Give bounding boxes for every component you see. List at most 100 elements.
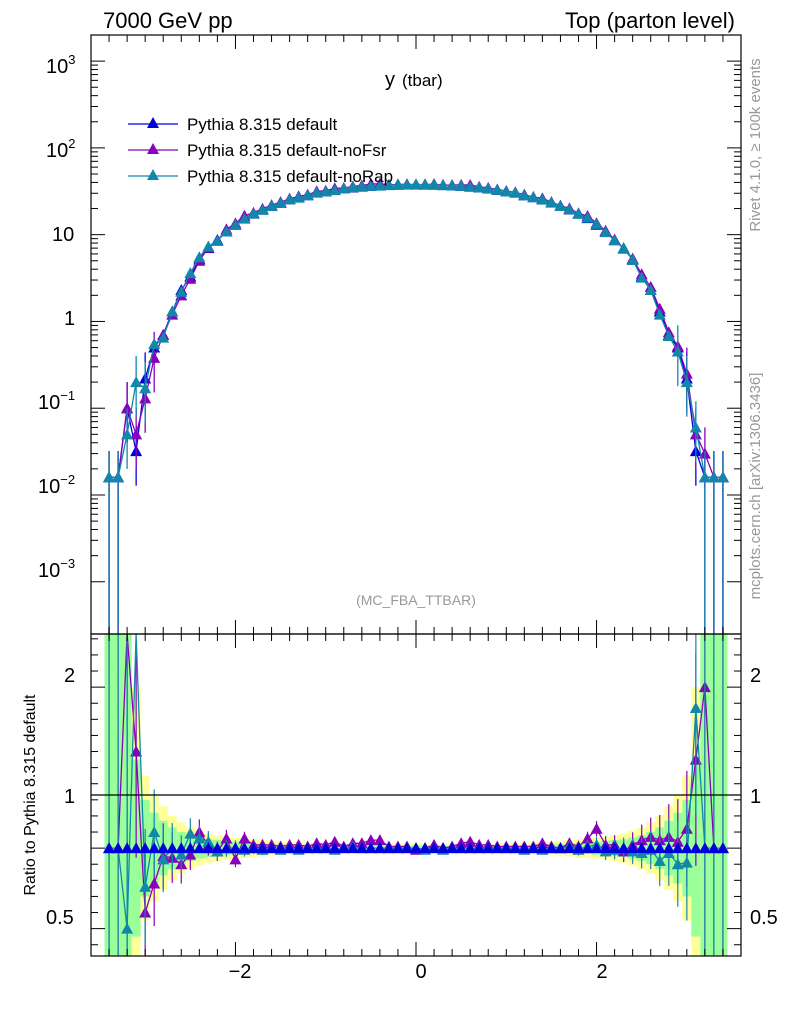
ratio-point-default xyxy=(166,842,179,854)
ratio-point-default xyxy=(572,842,585,854)
main-point-norap xyxy=(644,284,657,296)
main-point-norap xyxy=(428,178,441,190)
ratio-point-default xyxy=(491,842,504,854)
ratio-point-norap xyxy=(184,827,197,839)
ratio-line-nofsr xyxy=(109,633,723,913)
main-point-norap xyxy=(680,376,693,388)
main-point-norap xyxy=(473,181,486,193)
plot-title-suffix: (tbar) xyxy=(402,71,443,90)
ratio-point-default xyxy=(554,842,567,854)
ratio-point-default xyxy=(680,842,693,854)
ratio-point-default xyxy=(364,842,377,854)
main-point-norap xyxy=(346,181,359,193)
ratio-point-default xyxy=(157,842,170,854)
ratio-point-nofsr xyxy=(238,832,251,844)
legend-marker-nofsr xyxy=(147,143,159,154)
y-tick-label-1: 1 xyxy=(64,308,75,330)
main-point-norap xyxy=(563,203,576,215)
main-point-norap xyxy=(608,234,621,246)
ratio-point-norap xyxy=(671,858,684,870)
ratio-point-default xyxy=(437,842,450,854)
plot-title: y xyxy=(385,69,395,91)
main-series-layer xyxy=(103,177,729,634)
main-point-norap xyxy=(256,203,269,215)
ratio-point-norap xyxy=(193,832,206,844)
main-point-norap xyxy=(437,179,450,191)
main-point-norap xyxy=(464,180,477,192)
main-point-norap xyxy=(599,226,612,238)
ratio-point-default xyxy=(536,842,549,854)
source-label: mcplots.cern.ch [arXiv:1306.3436] xyxy=(747,373,764,600)
ratio-point-default xyxy=(707,842,720,854)
main-point-norap xyxy=(175,285,188,297)
y-tick-label-0.001: 10−3 xyxy=(38,556,75,582)
main-point-norap xyxy=(220,225,233,237)
ratio-point-default xyxy=(265,842,278,854)
ratio-point-default xyxy=(274,842,287,854)
ratio-point-default xyxy=(103,842,116,854)
header-left-title: 7000 GeV pp xyxy=(103,8,233,33)
ratio-point-default xyxy=(292,842,305,854)
legend-label-default: Pythia 8.315 default xyxy=(187,115,338,134)
ratio-point-default xyxy=(410,842,422,854)
main-point-norap xyxy=(518,189,531,201)
ratio-point-default xyxy=(455,842,468,854)
ratio-point-default xyxy=(346,842,359,854)
main-point-norap xyxy=(698,471,711,483)
main-point-nofsr xyxy=(184,272,197,284)
main-point-norap xyxy=(617,242,630,254)
main-point-norap xyxy=(103,471,116,483)
header-right-title: Top (parton level) xyxy=(565,8,735,33)
main-point-nofsr xyxy=(653,302,666,314)
ratio-point-default xyxy=(626,842,639,854)
main-point-norap xyxy=(148,337,161,349)
legend-entry-default: Pythia 8.315 default xyxy=(128,115,338,134)
ratio-point-norap xyxy=(148,826,161,838)
y-tick-label-0.1: 10−1 xyxy=(38,388,75,414)
ratio-y-tick-labels: 2 1 0.5 2 1 0.5 xyxy=(46,665,778,929)
ratio-point-default xyxy=(590,842,603,854)
ratio-point-default xyxy=(482,842,495,854)
ratio-y-tick-right-1: 1 xyxy=(750,786,761,808)
ratio-point-default xyxy=(527,842,540,854)
main-point-norap xyxy=(274,196,287,208)
ratio-point-default xyxy=(355,842,368,854)
main-point-norap xyxy=(247,207,260,219)
ratio-point-default xyxy=(310,842,323,854)
main-point-norap xyxy=(193,251,206,263)
y-tick-label-1000: 103 xyxy=(46,52,75,78)
ratio-y-tick-left-2: 2 xyxy=(64,665,75,687)
ratio-point-default xyxy=(328,842,341,854)
main-y-tick-labels: 103 102 10 1 10−1 10−2 10−3 xyxy=(38,52,75,582)
ratio-point-default xyxy=(229,842,242,854)
ratio-y-axis-label: Ratio to Pythia 8.315 default xyxy=(22,694,39,896)
main-point-norap xyxy=(328,184,341,196)
main-line-nofsr xyxy=(109,183,723,478)
main-point-norap xyxy=(707,471,720,483)
ratio-point-nofsr xyxy=(229,853,242,865)
ratio-point-default xyxy=(130,842,143,854)
ratio-y-tick-left-0.5: 0.5 xyxy=(46,907,74,929)
ratio-point-default xyxy=(599,842,612,854)
ratio-point-default xyxy=(518,842,531,854)
legend-entry-nofsr: Pythia 8.315 default-noFsr xyxy=(128,141,387,160)
ratio-point-nofsr xyxy=(373,834,386,846)
main-line-default xyxy=(109,183,723,478)
ratio-point-default xyxy=(391,842,404,854)
ratio-point-default xyxy=(644,842,657,854)
ratio-point-default xyxy=(256,842,269,854)
main-point-norap xyxy=(716,471,729,483)
main-point-norap xyxy=(265,199,278,211)
ratio-point-default xyxy=(419,842,432,854)
analysis-watermark: (MC_FBA_TTBAR) xyxy=(356,592,476,608)
ratio-point-default xyxy=(698,842,711,854)
x-tick-label-0: 0 xyxy=(415,961,426,983)
axis-ticks-layer xyxy=(91,34,741,956)
ratio-point-default xyxy=(545,842,558,854)
ratio-point-norap xyxy=(689,702,702,714)
ratio-point-default xyxy=(373,842,386,854)
main-point-norap xyxy=(238,212,251,224)
main-point-norap xyxy=(410,178,422,190)
main-point-norap xyxy=(373,179,386,191)
ratio-point-nofsr xyxy=(184,848,197,860)
